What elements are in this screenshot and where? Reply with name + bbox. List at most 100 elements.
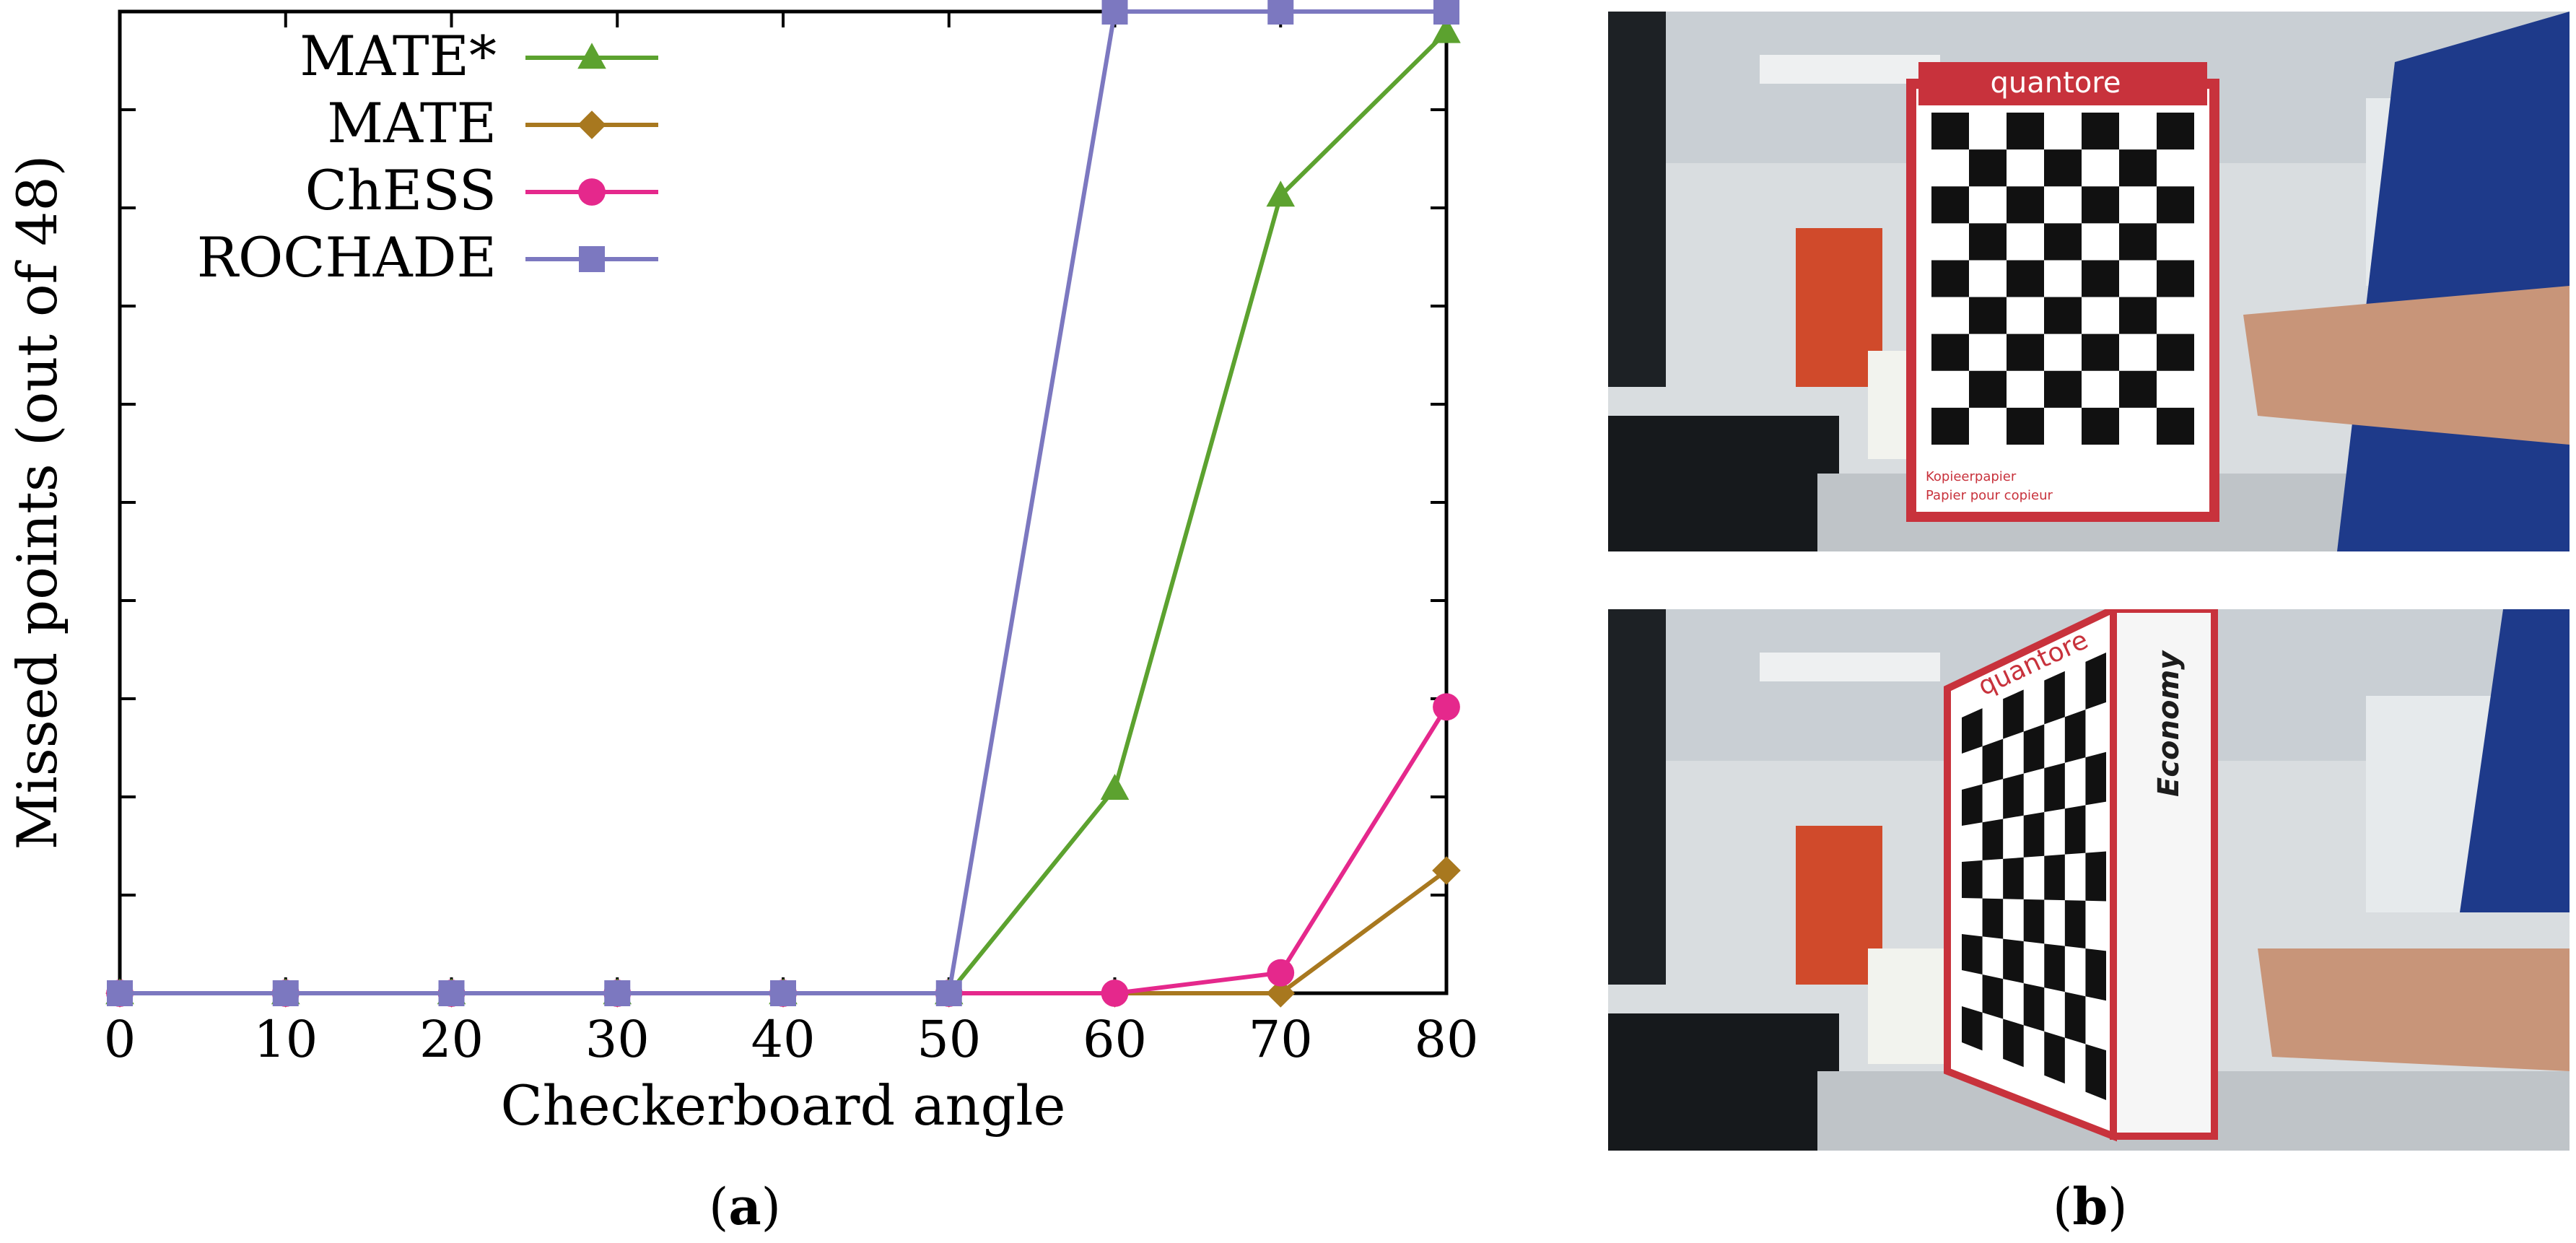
legend-item: ChESS: [305, 158, 658, 222]
data-point: [935, 980, 962, 1006]
data-point: [272, 980, 299, 1006]
checker-square: [2003, 857, 2024, 899]
checker-square: [2023, 811, 2045, 858]
checker-square: [2082, 113, 2119, 150]
checker-square: [2007, 407, 2044, 445]
legend-label: ROCHADE: [197, 225, 497, 289]
x-tick-label: 60: [1083, 1010, 1147, 1069]
x-tick-label: 40: [751, 1010, 815, 1069]
x-tick-label: 0: [104, 1010, 136, 1069]
checker-square: [1982, 819, 2004, 860]
checker-square: [2119, 297, 2157, 334]
box-text-top-2: Papier pour copieur: [1926, 488, 2053, 503]
series-rochade: [107, 0, 1459, 1006]
data-point: [604, 980, 631, 1006]
checker-square: [2157, 407, 2194, 445]
x-tick-label: 20: [419, 1010, 484, 1069]
checker-square: [2023, 899, 2045, 944]
checker-square: [1982, 898, 2004, 939]
data-point: [1101, 0, 1128, 25]
checker-square: [2157, 113, 2194, 150]
photo-checkerboard-frontal: quantore Kopieerpapier Papier pour copie…: [1608, 12, 2570, 551]
x-tick-label: 30: [585, 1010, 650, 1069]
checker-square: [1962, 708, 1983, 754]
data-point: [1266, 180, 1296, 207]
checker-square: [2064, 900, 2086, 948]
x-tick-label: 70: [1249, 1010, 1313, 1069]
checker-square: [2007, 186, 2044, 224]
checker-square: [1969, 223, 2007, 261]
checker-square: [2085, 653, 2106, 710]
data-point: [1267, 959, 1295, 987]
checker-square: [2119, 370, 2157, 408]
box-side-label: Economy: [2152, 650, 2186, 797]
x-tick-label: 80: [1414, 1010, 1478, 1069]
checker-square: [2085, 1044, 2106, 1100]
checker-square: [2064, 710, 2086, 763]
data-point: [1433, 0, 1459, 25]
checker-square: [2085, 948, 2106, 1001]
checker-square: [2044, 1031, 2065, 1084]
legend-item: ROCHADE: [197, 225, 658, 289]
legend-label: MATE*: [300, 24, 497, 88]
data-point: [1266, 979, 1296, 1008]
checker-square: [2023, 983, 2045, 1032]
checker-square: [2044, 762, 2065, 812]
data-point: [1433, 693, 1460, 721]
series-line: [120, 705, 1449, 995]
checker-square: [2157, 260, 2194, 297]
x-axis-label: Checkerboard angle: [500, 1073, 1065, 1138]
checker-square: [2044, 854, 2065, 901]
checker-square: [2157, 186, 2194, 224]
data-point: [770, 980, 796, 1006]
checker-square: [2044, 149, 2082, 187]
caption-a: (a): [709, 1177, 781, 1237]
legend-item: MATE*: [300, 24, 658, 88]
caption-b: (b): [2053, 1177, 2128, 1237]
x-tick-labels: 0 10 20 30 40 50 60 70 80: [104, 1010, 1479, 1069]
box-text-top-1: Kopieerpapier: [1926, 469, 2017, 484]
legend-label: ChESS: [305, 158, 497, 222]
checker-square: [2003, 773, 2024, 819]
data-point: [1432, 856, 1461, 885]
checker-square: [2044, 671, 2065, 725]
checker-square: [2044, 223, 2082, 261]
checker-square: [2085, 851, 2106, 902]
checker-square: [1982, 738, 2004, 785]
checker-square: [2082, 186, 2119, 224]
checker-square: [2119, 149, 2157, 187]
checker-square: [2044, 297, 2082, 334]
checker-square: [2007, 113, 2044, 150]
checker-square: [1962, 934, 1983, 975]
checkerboard-top: [1931, 113, 2194, 445]
checkerboard-bottom: [1962, 653, 2106, 1100]
series-layer: [105, 0, 1461, 1008]
checker-square: [1931, 333, 1969, 371]
checker-square: [1969, 370, 2007, 408]
checker-square: [2064, 992, 2086, 1044]
checker-square: [1931, 186, 1969, 224]
legend-marker: [578, 178, 606, 206]
checker-square: [2003, 689, 2024, 739]
checker-square: [1931, 407, 1969, 445]
checker-square: [1962, 860, 1983, 899]
checker-square: [2082, 260, 2119, 297]
checker-square: [2119, 223, 2157, 261]
legend-marker: [579, 246, 605, 272]
checker-square: [1982, 974, 2004, 1019]
checker-square: [1931, 260, 1969, 297]
line-chart: 0 10 20 30 40 50 60 70 80 Checkerboard angle Mis…: [5, 0, 1479, 1138]
series-chess: [106, 693, 1460, 1007]
legend-item: MATE: [327, 91, 658, 155]
y-axis-label: Missed points (out of 48): [5, 155, 69, 850]
data-point: [1267, 0, 1294, 25]
checker-square: [2023, 724, 2045, 774]
checker-square: [2082, 333, 2119, 371]
checker-square: [1969, 297, 2007, 334]
x-tick-label: 50: [917, 1010, 981, 1069]
data-point: [107, 980, 133, 1006]
legend-label: MATE: [327, 91, 497, 155]
data-point: [1100, 773, 1130, 800]
photo-checkerboard-rotated: quantore Economy: [1608, 609, 2570, 1151]
